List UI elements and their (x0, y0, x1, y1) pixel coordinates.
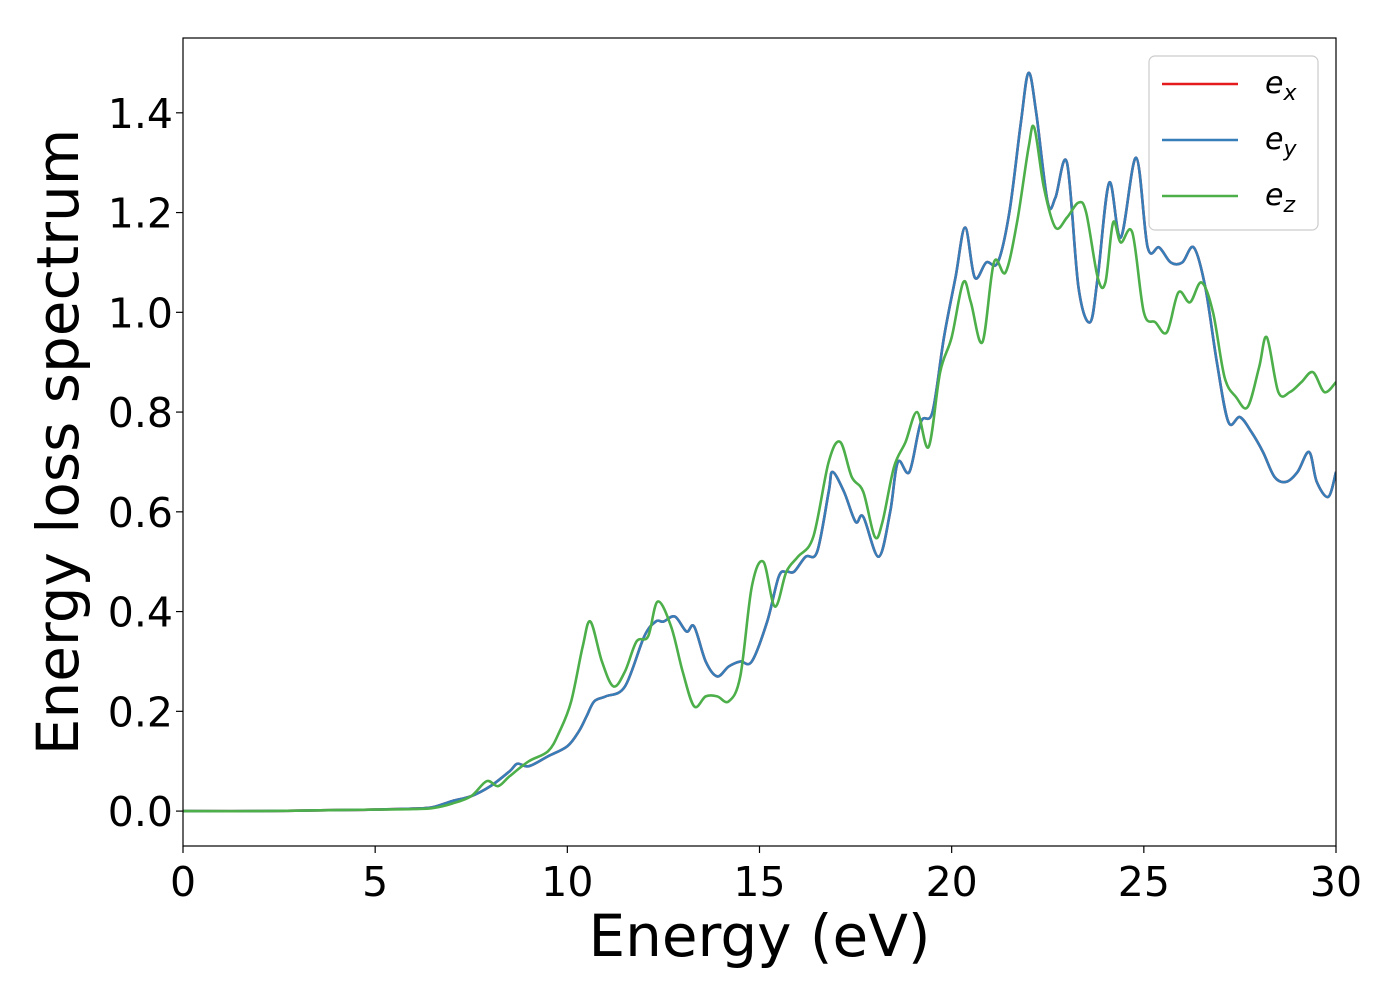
y-tick-label: 1.2 (108, 190, 173, 238)
y-tick-label: 0.4 (108, 589, 173, 637)
series-line-y (183, 71, 1336, 813)
legend-box (1148, 55, 1319, 231)
x-tick-label: 10 (541, 858, 593, 906)
x-axis-title: Energy (eV) (588, 902, 930, 970)
y-axis-title: Energy loss spectrum (24, 129, 92, 755)
y-tick-label: 1.0 (108, 289, 173, 337)
y-tick-label: 0.2 (108, 688, 173, 736)
series-line-z (183, 124, 1336, 813)
x-tick-label: 0 (170, 858, 196, 906)
y-tick-label: 0.6 (108, 489, 173, 537)
y-axis: 0.0 0.2 0.4 0.6 0.8 1.0 1.2 1.4 (108, 90, 183, 836)
x-tick-label: 20 (926, 858, 978, 906)
y-tick-label: 0.0 (108, 788, 173, 836)
x-axis: 0 5 10 15 20 25 30 (170, 846, 1362, 906)
x-tick-label: 30 (1310, 858, 1362, 906)
x-tick-label: 5 (362, 858, 388, 906)
x-tick-label: 15 (733, 858, 785, 906)
series-layer (183, 71, 1336, 813)
y-tick-label: 0.8 (108, 389, 173, 437)
y-tick-label: 1.4 (108, 90, 173, 138)
x-tick-label: 25 (1118, 858, 1170, 906)
